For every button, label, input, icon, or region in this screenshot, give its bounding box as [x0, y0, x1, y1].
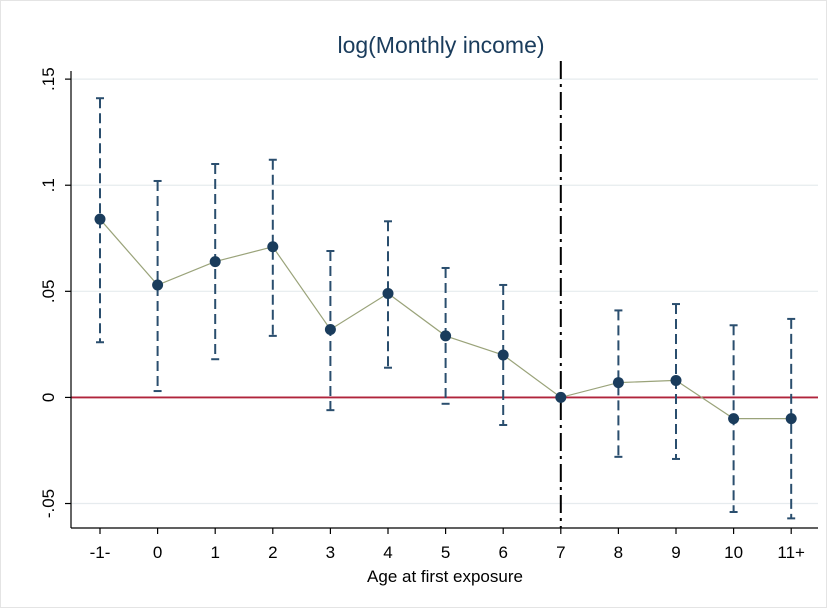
point-estimate	[555, 391, 567, 403]
y-tick-label: .05	[39, 280, 58, 304]
x-tick-label: 11+	[777, 543, 805, 562]
x-tick-label: -1-	[90, 543, 111, 562]
ci-bar	[614, 309, 623, 458]
x-tick-label: 0	[153, 543, 162, 562]
chart-title: log(Monthly income)	[337, 32, 544, 58]
y-tick-label: .1	[39, 178, 58, 192]
point-estimate	[497, 349, 509, 361]
point-estimate	[324, 324, 336, 336]
x-tick-label: 7	[556, 543, 565, 562]
x-tick-label: 9	[671, 543, 680, 562]
point-estimate	[209, 256, 221, 268]
x-tick-label: 2	[268, 543, 277, 562]
point-estimate	[440, 330, 452, 342]
point-estimate	[382, 287, 394, 299]
axes: .15 .1 .05 0 -.05 -1- 0 1 2 3 4 5 6 7 8 9 10 11+	[39, 67, 818, 562]
point-estimate	[612, 377, 624, 389]
x-tick-label: 1	[210, 543, 219, 562]
point-estimate	[785, 413, 797, 425]
point-estimate	[152, 279, 164, 291]
y-tick-label: 0	[39, 393, 58, 402]
x-tick-label: 8	[614, 543, 623, 562]
point-estimate	[267, 241, 279, 253]
ci-bar	[384, 220, 392, 369]
point-estimate	[94, 213, 106, 225]
grid	[71, 78, 818, 505]
point-estimate	[728, 413, 740, 425]
confidence-intervals	[96, 97, 796, 520]
point-estimates	[94, 213, 797, 425]
y-tick-label: -.05	[39, 489, 58, 518]
y-tick-label: .15	[39, 67, 58, 91]
x-tick-label: 3	[326, 543, 335, 562]
x-tick-label: 5	[441, 543, 450, 562]
x-tick-label: 10	[724, 543, 743, 562]
x-tick-label: 4	[383, 543, 392, 562]
point-estimate	[670, 374, 682, 386]
ci-bar	[268, 158, 277, 337]
x-axis-label: Age at first exposure	[367, 567, 523, 586]
ci-bar	[499, 283, 508, 427]
x-tick-label: 6	[498, 543, 507, 562]
